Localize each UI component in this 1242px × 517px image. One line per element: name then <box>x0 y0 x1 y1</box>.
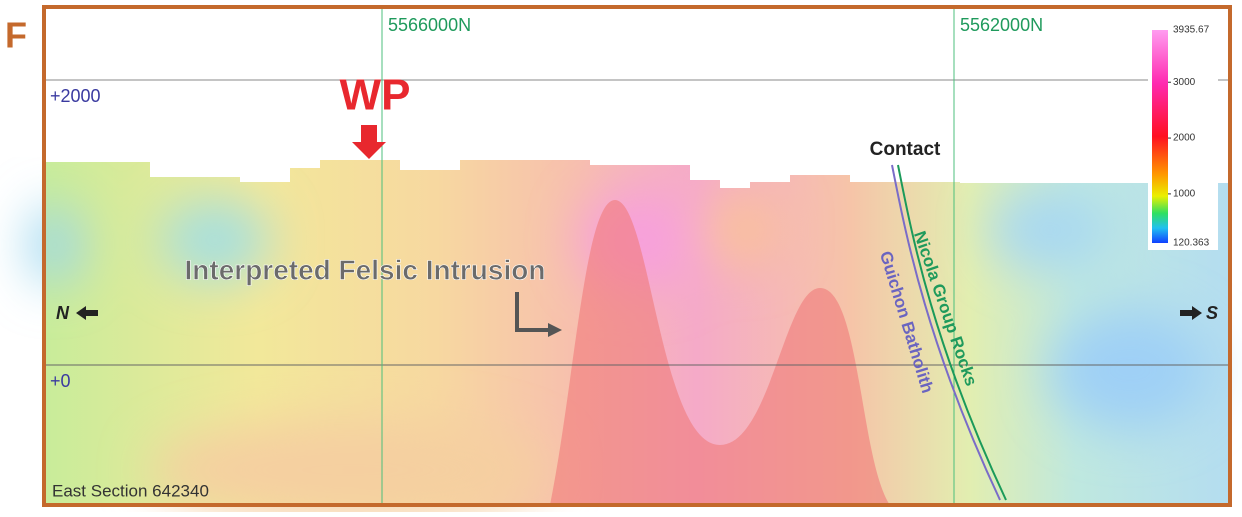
north-label: N <box>56 303 70 323</box>
colorbar-label: 3935.67 <box>1173 25 1210 36</box>
intrusion-label: Interpreted Felsic Intrusion <box>185 254 546 285</box>
colorbar <box>1152 30 1168 243</box>
colorbar-label: 2000 <box>1173 133 1196 144</box>
colorbar-label: 1000 <box>1173 189 1196 200</box>
topography-mask <box>44 7 1230 188</box>
frame <box>42 5 1232 507</box>
contact-line <box>897 164 1007 501</box>
low-blob <box>990 190 1110 270</box>
low-blob <box>1050 310 1210 430</box>
northing-label: 5562000N <box>960 15 1043 35</box>
intrusion-shape <box>550 200 890 505</box>
panel-label: F <box>5 15 27 56</box>
high-blob <box>700 195 780 265</box>
elevation-label: +2000 <box>50 86 101 106</box>
contact-label: Contact <box>870 139 941 160</box>
wp-arrow <box>352 125 386 159</box>
low-blob <box>30 205 80 285</box>
mid-blob <box>150 420 550 517</box>
colorbar-label: 3000 <box>1173 77 1196 88</box>
section-label: East Section 642340 <box>52 481 209 500</box>
elevation-label: +0 <box>50 371 71 391</box>
intrusion-pointer-head <box>548 323 562 337</box>
south-arrow <box>1180 306 1202 320</box>
south-label: S <box>1206 303 1218 323</box>
north-arrow <box>76 306 98 320</box>
contact-line <box>891 164 1001 501</box>
northing-label: 5566000N <box>388 15 471 35</box>
wp-label: WP <box>340 71 411 120</box>
intrusion-pointer <box>515 292 550 332</box>
colorbar-label: 120.363 <box>1173 238 1210 249</box>
low-blob <box>160 200 270 280</box>
